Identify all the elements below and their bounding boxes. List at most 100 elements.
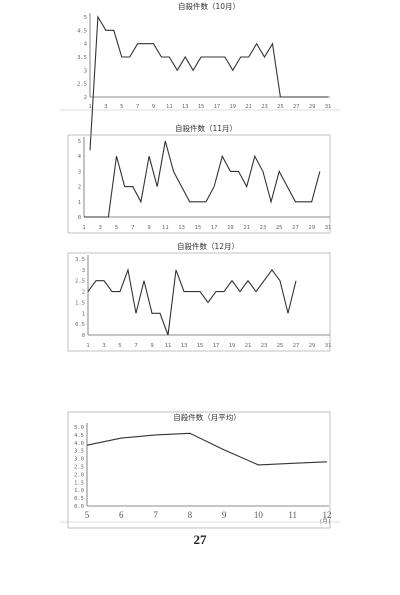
chart-4-x-tick-label: 9 <box>222 510 227 520</box>
chart-2-x-tick-label: 23 <box>260 225 267 231</box>
chart-4-frame <box>67 411 331 529</box>
chart-2-y-tick-label: 1 <box>78 200 81 206</box>
chart-1-x-tick-label: 15 <box>198 104 205 110</box>
chart-3-x-tick-label: 21 <box>245 343 252 349</box>
chart-4-y-tick-label: 3.5 <box>74 449 84 455</box>
chart-3-title: 自殺件数（12月） <box>177 241 239 251</box>
chart-1-y-tick-label: 4.5 <box>77 28 87 34</box>
chart-4-y-tick-label: 5.0 <box>74 425 84 431</box>
chart-1-x-tick-label: 1 <box>88 104 91 110</box>
chart-4-y-tick-label: 4.0 <box>74 441 84 447</box>
chart-1-y-tick-label: 4 <box>84 42 88 48</box>
chart-3-x-tick-label: 23 <box>261 343 268 349</box>
chart-4-x-tick-label: 10 <box>254 510 264 520</box>
chart-1-x-tick-label: 21 <box>245 104 252 110</box>
chart-3-x-tick-label: 5 <box>118 343 121 349</box>
chart-2-x-tick-label: 17 <box>211 225 218 231</box>
chart-3-y-tick-label: 3 <box>82 268 85 274</box>
chart-1-x-tick-label: 31 <box>325 104 332 110</box>
chart-4-x-tick-label: 6 <box>119 510 124 520</box>
chart-1-title: 自殺件数（10月） <box>178 1 240 11</box>
chart-2-x-tick-label: 3 <box>99 225 102 231</box>
chart-1-y-tick-label: 2.5 <box>77 82 87 88</box>
chart-2-y-tick-label: 5 <box>78 139 81 145</box>
chart-4-y-tick-label: 2.0 <box>74 472 84 478</box>
chart-3-y-tick-label: 1 <box>82 311 85 317</box>
chart-3-y-tick-label: 2.5 <box>75 279 85 285</box>
chart-2-y-tick-label: 0 <box>78 215 81 221</box>
chart-4-y-tick-label: 4.5 <box>74 433 84 439</box>
chart-2-x-tick-label: 15 <box>195 225 202 231</box>
chart-3-x-tick-label: 9 <box>150 343 153 349</box>
chart-4-x-tick-label: 8 <box>188 510 193 520</box>
chart-1-x-tick-label: 13 <box>182 104 189 110</box>
chart-3-y-tick-label: 0.5 <box>75 322 85 328</box>
chart-3-x-tick-label: 17 <box>213 343 220 349</box>
chart-4-y-tick-label: 3.0 <box>74 457 84 463</box>
chart-1-x-tick-label: 25 <box>277 104 284 110</box>
chart-2-x-tick-label: 29 <box>308 225 315 231</box>
chart-1-x-tick-label: 9 <box>152 104 155 110</box>
chart-4-y-tick-label: 0.5 <box>74 496 84 502</box>
chart-4-x-unit: (月) <box>319 518 331 525</box>
chart-2-x-tick-label: 7 <box>131 225 134 231</box>
chart-3-x-tick-label: 1 <box>86 343 89 349</box>
chart-2-title: 自殺件数（11月） <box>175 123 237 133</box>
chart-1-x-tick-label: 5 <box>120 104 123 110</box>
page-number: 27 <box>193 532 207 547</box>
chart-2-y-tick-label: 4 <box>78 154 82 160</box>
chart-2-x-tick-label: 5 <box>115 225 118 231</box>
chart-4-y-tick-label: 2.5 <box>74 465 84 471</box>
chart-2-x-tick-label: 19 <box>227 225 234 231</box>
chart-4-y-tick-label: 1.0 <box>74 488 84 494</box>
chart-3-x-tick-label: 27 <box>293 343 300 349</box>
chart-4-x-tick-label: 7 <box>153 510 158 520</box>
chart-2-x-tick-label: 25 <box>276 225 283 231</box>
chart-2-x-tick-label: 31 <box>325 225 332 231</box>
chart-2-series-line <box>84 140 321 218</box>
chart-3-y-tick-label: 1.5 <box>75 300 85 306</box>
chart-4-x-tick-label: 5 <box>85 510 90 520</box>
chart-3-x-tick-label: 3 <box>102 343 105 349</box>
chart-1-x-tick-label: 19 <box>229 104 236 110</box>
chart-3-y-tick-label: 2 <box>82 290 85 296</box>
chart-4-y-tick-label: 0.0 <box>74 504 84 510</box>
chart-1-x-tick-label: 29 <box>309 104 316 110</box>
chart-2-x-tick-label: 11 <box>162 225 169 231</box>
chart-4-title: 自殺件数（月平均） <box>173 412 241 422</box>
chart-4-y-tick-label: 1.5 <box>74 480 84 486</box>
chart-1-x-tick-label: 27 <box>293 104 300 110</box>
chart-2-y-tick-label: 2 <box>78 185 81 191</box>
chart-1-x-tick-label: 7 <box>136 104 139 110</box>
chart-2-x-tick-label: 1 <box>82 225 85 231</box>
chart-3-x-tick-label: 11 <box>165 343 172 349</box>
chart-3-y-tick-label: 0 <box>82 333 85 339</box>
chart-1-series-line <box>89 15 328 151</box>
chart-1-y-tick-label: 2 <box>84 95 87 101</box>
chart-1-x-tick-label: 11 <box>166 104 173 110</box>
chart-3-x-tick-label: 29 <box>309 343 316 349</box>
chart-3-x-tick-label: 19 <box>229 343 236 349</box>
chart-2-x-tick-label: 9 <box>147 225 150 231</box>
chart-3-frame <box>67 252 331 352</box>
chart-2-frame <box>67 134 331 234</box>
chart-3-x-tick-label: 31 <box>325 343 332 349</box>
chart-2-y-tick-label: 3 <box>78 169 81 175</box>
chart-3-x-tick-label: 7 <box>134 343 137 349</box>
chart-4-x-tick-label: 12 <box>323 510 332 520</box>
chart-1-y-tick-label: 5 <box>84 15 87 21</box>
chart-2-x-tick-label: 21 <box>243 225 250 231</box>
chart-1-x-tick-label: 3 <box>104 104 107 110</box>
chart-4-x-tick-label: 11 <box>288 510 297 520</box>
chart-1-y-tick-label: 3 <box>84 68 87 74</box>
chart-3-x-tick-label: 25 <box>277 343 284 349</box>
chart-1-x-tick-label: 23 <box>261 104 268 110</box>
chart-3-y-tick-label: 3.5 <box>75 257 85 263</box>
chart-2-x-tick-label: 27 <box>292 225 299 231</box>
chart-3-series-line <box>87 267 297 336</box>
chart-4-series-line <box>86 432 328 466</box>
chart-2-x-tick-label: 13 <box>178 225 185 231</box>
chart-3-x-tick-label: 13 <box>181 343 188 349</box>
chart-1-x-tick-label: 17 <box>214 104 221 110</box>
